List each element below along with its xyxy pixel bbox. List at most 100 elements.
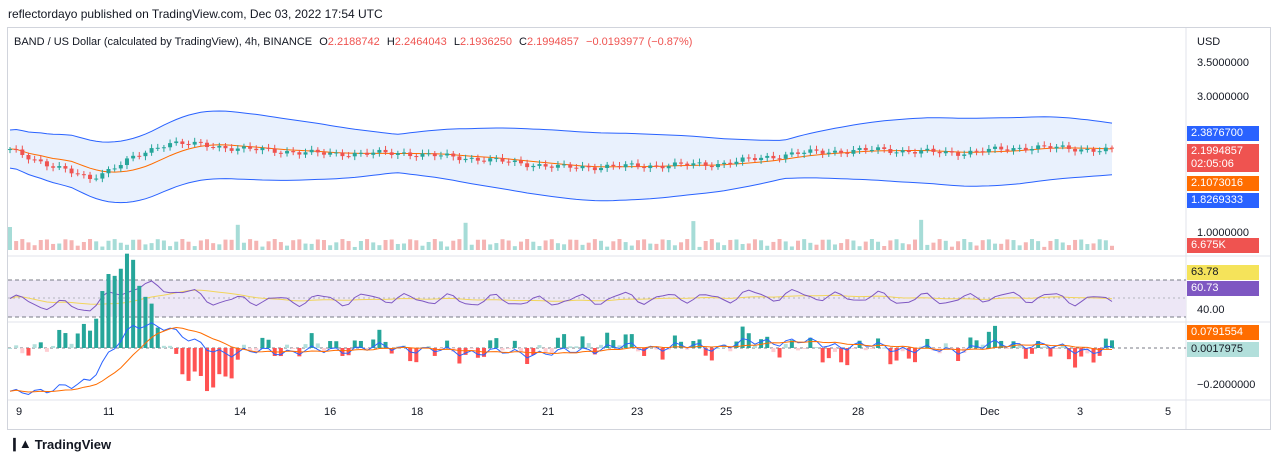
symbol-title[interactable]: BAND / US Dollar (calculated by TradingV… <box>14 36 313 48</box>
candle-body <box>432 153 437 157</box>
macd-histogram-bar <box>51 345 56 348</box>
volume-bar <box>740 244 745 250</box>
macd-histogram-bar <box>1079 348 1084 357</box>
volume-bar <box>414 240 419 250</box>
macd-histogram-bar <box>63 333 68 348</box>
macd-histogram-bar <box>635 348 640 352</box>
volume-bar <box>531 241 536 250</box>
macd-histogram-bar <box>728 348 733 352</box>
candle-body <box>106 169 111 174</box>
volume-bar <box>525 239 530 250</box>
candle-body <box>365 152 370 155</box>
volume-bar <box>8 227 12 250</box>
rsi-lines <box>9 280 1113 312</box>
macd-histogram-bar <box>1066 348 1071 360</box>
candle-body <box>672 162 677 167</box>
volume-bar <box>285 245 290 250</box>
volume-bar <box>205 239 210 250</box>
volume-bar <box>1042 246 1047 250</box>
volume-bar <box>328 245 333 250</box>
candle-body <box>1036 145 1041 149</box>
candle-body <box>906 150 911 153</box>
candle-body <box>266 147 271 149</box>
candle-body <box>666 166 671 169</box>
volume-bar <box>993 243 998 250</box>
volume-bar <box>229 239 234 250</box>
candle-body <box>697 162 702 164</box>
volume-bar <box>321 240 326 250</box>
volume-bar <box>297 239 302 250</box>
candle-body <box>44 161 49 167</box>
volume-bar <box>38 239 43 250</box>
footer-brand[interactable]: ❙▲ TradingView <box>9 436 111 452</box>
candle-body <box>580 165 585 169</box>
volume-bar <box>679 242 684 250</box>
candle-body <box>352 152 357 157</box>
volume-bar <box>315 239 320 250</box>
candle-body <box>297 152 302 155</box>
candle-body <box>771 155 776 159</box>
volume-bar <box>241 242 246 250</box>
candle-body <box>814 149 819 151</box>
macd-histogram-bar <box>365 348 370 349</box>
date-label: 11 <box>103 406 114 418</box>
volume-bar <box>254 240 259 250</box>
macd-histogram-bar <box>445 340 450 348</box>
macd-histogram-bar <box>826 348 831 359</box>
candle-body <box>1005 149 1010 151</box>
candle-body <box>993 146 998 149</box>
volume-bar <box>420 245 425 250</box>
macd-histogram-bar <box>912 348 917 363</box>
volume-bar <box>217 244 222 250</box>
volume-bar <box>51 243 56 250</box>
low-label: L <box>453 36 460 48</box>
candle-body <box>137 155 142 157</box>
candle-body <box>340 152 345 157</box>
macd-histogram-bar <box>1048 348 1053 357</box>
candle-body <box>229 148 234 151</box>
volume-bar <box>81 242 86 250</box>
macd-histogram-bar <box>888 348 893 365</box>
chart-legend: BAND / US Dollar (calculated by TradingV… <box>14 36 692 48</box>
candle-body <box>451 153 456 157</box>
macd-histogram-bar <box>334 341 339 348</box>
candle-body <box>789 152 794 155</box>
candle-body <box>81 174 86 176</box>
volume-bar <box>352 246 357 250</box>
candle-body <box>691 163 696 166</box>
candle-body <box>586 165 591 168</box>
candle-body <box>272 148 277 153</box>
candle-body <box>14 149 19 151</box>
volume-bar <box>1023 242 1028 250</box>
volume-bar <box>137 239 142 250</box>
date-label: 14 <box>234 406 246 418</box>
volume-bar <box>820 239 825 250</box>
macd-histogram-bar <box>1073 348 1078 368</box>
candle-body <box>956 152 961 156</box>
candle-body <box>611 164 616 167</box>
candle-body <box>1017 147 1022 149</box>
candle-body <box>143 152 148 157</box>
volume-bar <box>617 239 622 250</box>
macd-histogram-bar <box>993 325 998 348</box>
volume-bar <box>709 239 714 250</box>
macd-histogram-bar <box>703 348 708 356</box>
macd-histogram-bar <box>808 337 813 348</box>
macd-histogram-bar <box>654 348 659 350</box>
macd-histogram-bar <box>894 348 899 361</box>
macd-histogram-bar <box>642 348 647 356</box>
macd-histogram-bar <box>796 348 801 351</box>
volume-bar <box>426 241 431 250</box>
candle-body <box>260 147 265 151</box>
volume-bar <box>44 239 49 250</box>
volume-bar <box>168 246 173 250</box>
volume-bar <box>962 239 967 250</box>
macd-histogram-bar <box>358 340 363 348</box>
volume-badge: 6.675K <box>1187 238 1259 253</box>
candle-body <box>8 149 12 151</box>
volume-bar <box>937 239 942 250</box>
macd-histogram-bar <box>155 327 160 348</box>
candle-body <box>1103 147 1108 152</box>
candle-body <box>752 158 757 161</box>
